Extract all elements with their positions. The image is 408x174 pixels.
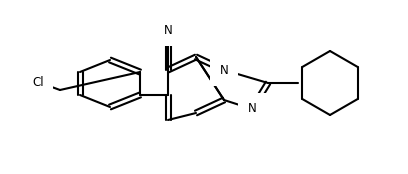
Text: N: N <box>220 64 228 77</box>
Text: N: N <box>164 23 172 37</box>
Text: N: N <box>248 102 256 116</box>
Text: Cl: Cl <box>32 76 44 89</box>
